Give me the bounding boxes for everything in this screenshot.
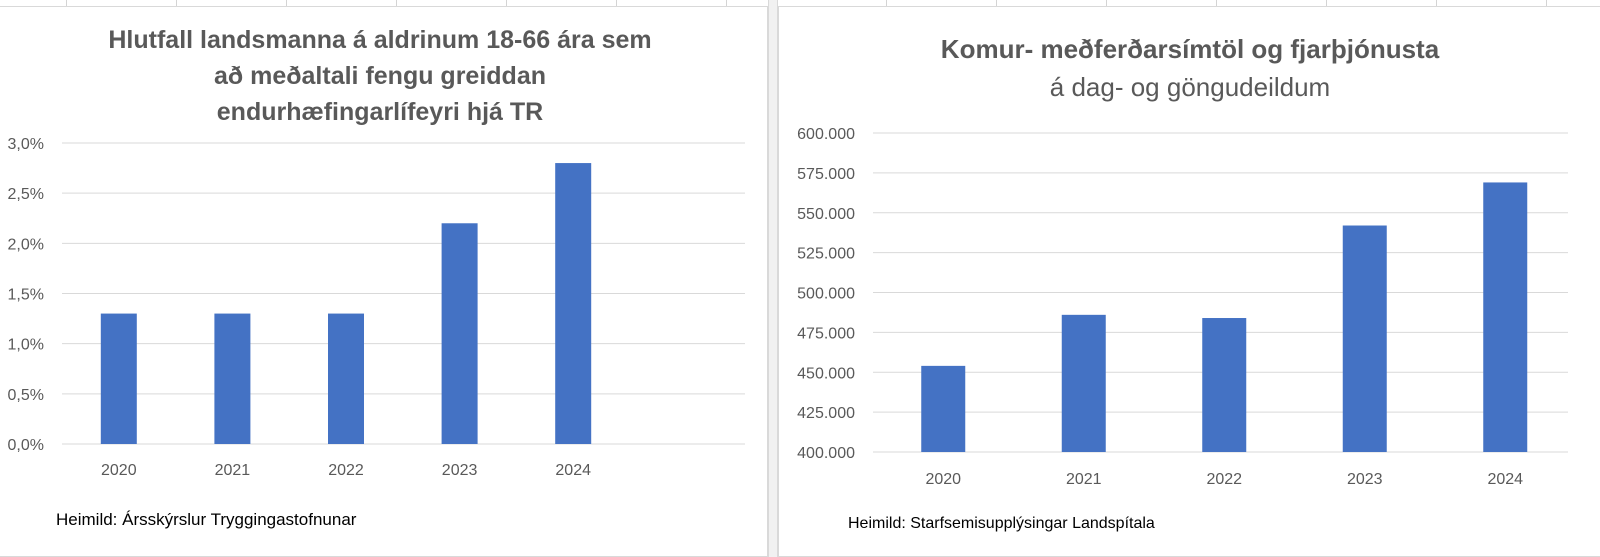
chart-panel-left[interactable] [0, 6, 768, 557]
source-note-left: Heimild: Ársskýrslur Tryggingastofnunar [56, 510, 357, 529]
y-tick-label: 575.000 [797, 166, 855, 183]
bar-2024 [555, 163, 592, 445]
y-tick-label: 550.000 [797, 206, 855, 223]
bar-chart-left: 0,0% 0,5% 1,0% 1,5% 2,0% 2,5% 3,0% 2020 2021 2022… [8, 136, 745, 479]
y-tick-label: 0,0% [8, 437, 44, 454]
y-tick-label: 425.000 [797, 405, 855, 422]
x-tick-label: 2022 [328, 462, 364, 479]
x-tick-label: 2021 [215, 462, 251, 479]
x-tick-label: 2024 [1487, 471, 1523, 488]
chart-title-line: endurhæfingarlífeyri hjá TR [216, 98, 544, 126]
y-tick-label: 475.000 [797, 325, 855, 342]
x-tick-label: 2020 [101, 462, 137, 479]
x-tick-label: 2024 [555, 462, 591, 479]
bar-2022 [328, 313, 364, 444]
panel-divider [768, 0, 778, 557]
bar-2022 [1202, 318, 1247, 452]
chart-title-line: að meðaltali fengu greiddan [214, 62, 546, 90]
y-tick-label: 2,5% [8, 186, 44, 203]
y-tick-label: 400.000 [797, 445, 855, 462]
y-tick-label: 450.000 [797, 365, 855, 382]
y-tick-label: 0,5% [8, 387, 44, 404]
bar-2023 [1342, 225, 1387, 452]
chart-title-right-regular: á dag- og göngudeildum [1049, 72, 1331, 102]
bar-2020 [100, 313, 137, 444]
chart-title-right-bold: Komur- meðferðarsímtöl og fjarþjónusta [940, 34, 1440, 64]
bar-2020 [921, 365, 966, 452]
bar-2021 [214, 313, 251, 444]
x-tick-label: 2023 [442, 462, 478, 479]
bar-2024 [1483, 182, 1528, 452]
x-tick-label: 2020 [925, 471, 961, 488]
chart-title-line: Hlutfall landsmanna á aldrinum 18-66 ára… [108, 26, 652, 54]
bar-2023 [441, 223, 478, 444]
x-tick-label: 2022 [1206, 471, 1242, 488]
y-tick-label: 2,0% [8, 236, 44, 253]
chart-panel-right[interactable] [778, 6, 1600, 557]
y-tick-label: 525.000 [797, 246, 855, 263]
bar-2021 [1061, 314, 1106, 452]
chart-title-left: Hlutfall landsmanna á aldrinum 18-66 ára… [40, 22, 720, 130]
x-tick-label: 2023 [1347, 471, 1383, 488]
source-note-right: Heimild: Starfsemisupplýsingar Landspíta… [848, 515, 1155, 532]
y-tick-label: 3,0% [8, 136, 44, 153]
y-tick-label: 500.000 [797, 286, 855, 303]
y-tick-label: 600.000 [797, 126, 855, 143]
x-tick-label: 2021 [1066, 471, 1102, 488]
y-tick-label: 1,0% [8, 337, 44, 354]
y-tick-label: 1,5% [8, 287, 44, 304]
